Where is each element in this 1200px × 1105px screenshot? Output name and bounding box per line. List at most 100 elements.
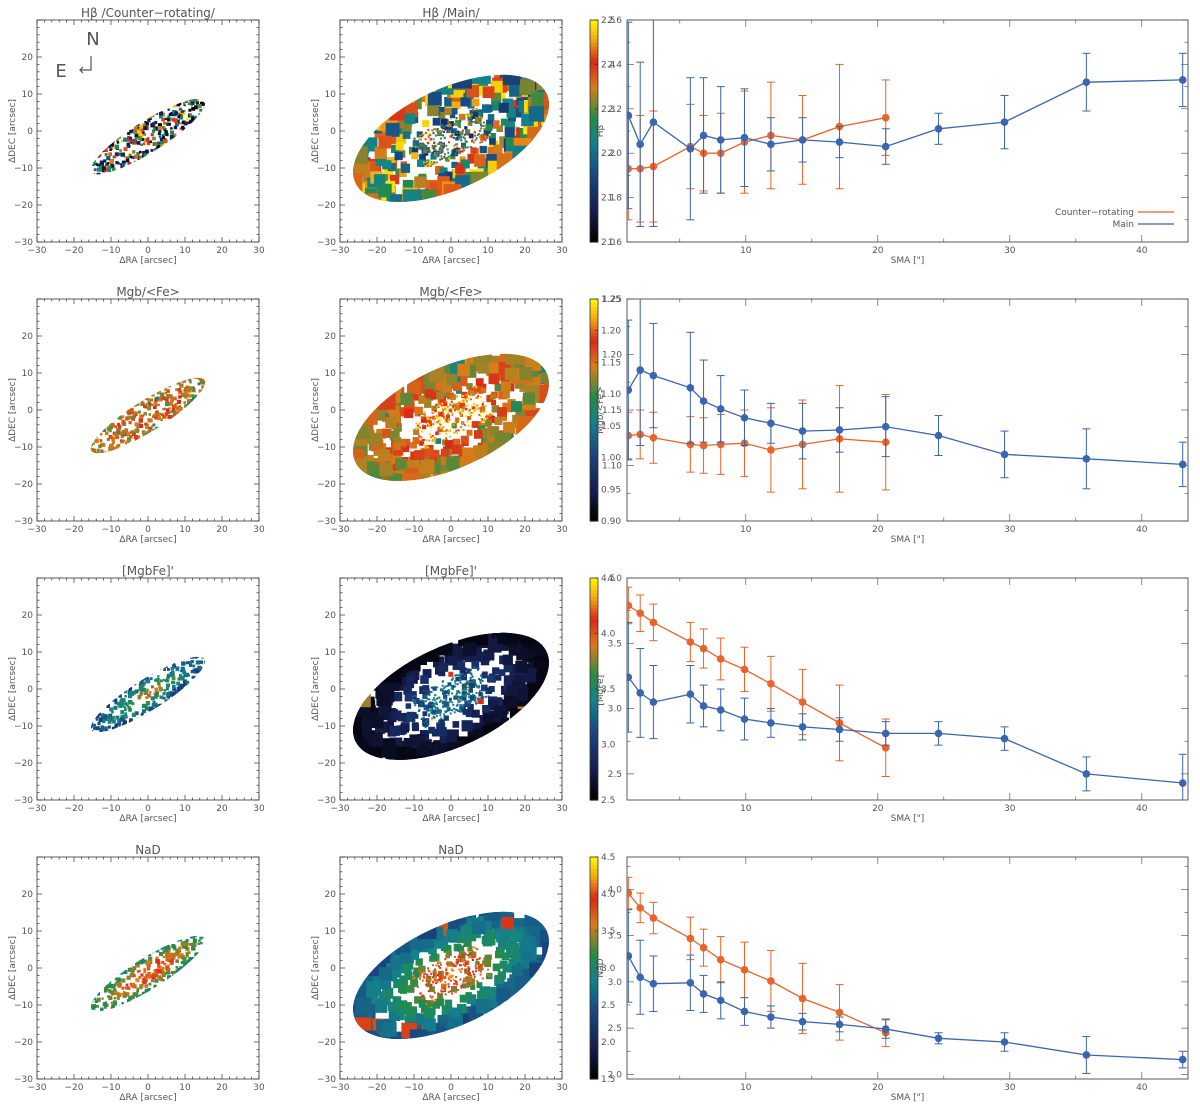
map-title: NaD xyxy=(135,843,161,857)
x-tick-label: 40 xyxy=(1136,246,1148,256)
y-tick-label: 0 xyxy=(330,406,336,416)
data-point xyxy=(934,431,943,440)
x-tick-label: 30 xyxy=(556,804,568,814)
data-point xyxy=(636,973,644,982)
data-point xyxy=(649,618,658,627)
legend-label: Counter−rotating xyxy=(1055,208,1134,218)
y-tick-label: 1.6 xyxy=(608,238,623,248)
data-point xyxy=(835,1020,844,1029)
series-line xyxy=(627,676,1183,784)
data-point xyxy=(1082,455,1091,463)
map-ticks xyxy=(339,19,563,243)
data-point xyxy=(1000,734,1009,743)
y-tick-label: 0 xyxy=(330,685,336,695)
map-frame xyxy=(36,19,260,243)
y-tick-label: 2.6 xyxy=(608,16,623,26)
series-counter-rotating xyxy=(627,385,890,493)
colorbar-tick-label: 3.5 xyxy=(601,927,615,937)
y-tick-label: 10 xyxy=(325,369,337,379)
data-point xyxy=(1082,770,1091,778)
data-point xyxy=(686,638,695,646)
map-title: Hβ /Counter−rotating/ xyxy=(81,6,216,20)
y-tick-label: 4.0 xyxy=(608,885,623,895)
map-bins xyxy=(86,95,210,179)
x-tick-label: 40 xyxy=(1136,525,1148,535)
data-point xyxy=(627,673,633,682)
colorbar-tick-label: 4.5 xyxy=(601,853,615,863)
series-line xyxy=(627,955,1183,1061)
series-line xyxy=(627,369,1183,466)
x-axis-label: ΔRA [arcsec] xyxy=(422,256,479,266)
y-tick-label: 0 xyxy=(330,127,336,137)
y-tick-label: 1.25 xyxy=(602,295,622,305)
y-tick-label: −20 xyxy=(14,480,33,490)
data-point xyxy=(740,966,749,974)
y-tick-label: 0 xyxy=(27,964,33,974)
x-tick-label: 20 xyxy=(216,525,228,535)
map-ticks xyxy=(36,298,260,522)
x-tick-label: 10 xyxy=(740,1083,752,1093)
series-counter-rotating xyxy=(627,586,890,777)
colorbar-frame xyxy=(589,19,599,243)
data-point xyxy=(627,111,633,120)
x-tick-label: 10 xyxy=(179,804,191,814)
y-tick-label: 10 xyxy=(22,648,34,658)
colorbar-tick-label: 2.5 xyxy=(601,1001,615,1011)
y-tick-label: −10 xyxy=(317,1001,336,1011)
y-tick-label: 3.5 xyxy=(608,932,622,942)
data-point xyxy=(649,698,658,706)
data-point xyxy=(636,140,644,149)
colorbar-tick-label: 2.5 xyxy=(601,796,615,806)
y-axis-label: ΔDEC [arcsec] xyxy=(8,936,18,1000)
x-axis-label: ΔRA [arcsec] xyxy=(119,256,176,266)
y-tick-label: −30 xyxy=(317,1075,336,1085)
profile-frame xyxy=(626,856,1189,1080)
y-tick-label: 20 xyxy=(22,890,34,900)
colorbar: 0.900.951.001.051.101.151.201.25 xyxy=(589,295,621,527)
y-tick-label: 10 xyxy=(22,369,34,379)
y-tick-label: −10 xyxy=(14,1001,33,1011)
compass-arrow-head xyxy=(79,66,84,74)
data-point xyxy=(716,996,725,1005)
data-point xyxy=(636,366,644,374)
colorbar-tick-label: 0.95 xyxy=(601,485,621,495)
x-tick-label: 30 xyxy=(556,246,568,256)
x-tick-label: 0 xyxy=(448,246,454,256)
map-panel-7: [MgbFe]' −30 −20 −10 0 10 20 30 −30 −20 −10 0 10 20 ΔR… xyxy=(311,564,616,824)
colorbar-tick-label: 4.0 xyxy=(601,630,616,640)
y-tick-label: 20 xyxy=(325,53,337,63)
data-point xyxy=(767,977,775,985)
data-point xyxy=(934,124,943,133)
x-tick-label: 20 xyxy=(216,804,228,814)
data-point xyxy=(699,702,708,710)
compass-east-label: E xyxy=(55,61,66,82)
data-point xyxy=(798,723,807,731)
data-point xyxy=(699,397,708,405)
x-tick-label: −10 xyxy=(405,246,424,256)
data-point xyxy=(699,990,708,998)
colorbar: 2.5 3.0 3.5 4.0 4.5 xyxy=(589,574,616,806)
colorbar-tick-label: 2.0 xyxy=(601,1038,616,1048)
y-tick-label: 20 xyxy=(325,611,337,621)
series-line xyxy=(627,79,1183,150)
colorbar-tick-label: 2.2 xyxy=(601,149,615,159)
x-tick-label: 40 xyxy=(1136,804,1148,814)
x-tick-label: 30 xyxy=(556,1083,568,1093)
y-axis-label: ΔDEC [arcsec] xyxy=(8,657,18,721)
x-tick-label: 10 xyxy=(740,525,752,535)
x-axis-label: SMA ["] xyxy=(891,256,925,266)
data-point xyxy=(1178,1055,1187,1064)
y-tick-label: −20 xyxy=(14,201,33,211)
x-tick-label: 20 xyxy=(519,525,531,535)
x-tick-label: 0 xyxy=(145,525,151,535)
colorbar-tick-label: 1.00 xyxy=(601,454,621,464)
x-tick-label: −20 xyxy=(65,1083,84,1093)
data-point xyxy=(686,440,695,449)
colorbar-tick-label: 3.0 xyxy=(601,964,616,974)
x-tick-label: 0 xyxy=(448,525,454,535)
y-tick-label: −10 xyxy=(14,722,33,732)
x-tick-label: 30 xyxy=(253,1083,265,1093)
colorbar-tick-label: 3.0 xyxy=(601,741,616,751)
